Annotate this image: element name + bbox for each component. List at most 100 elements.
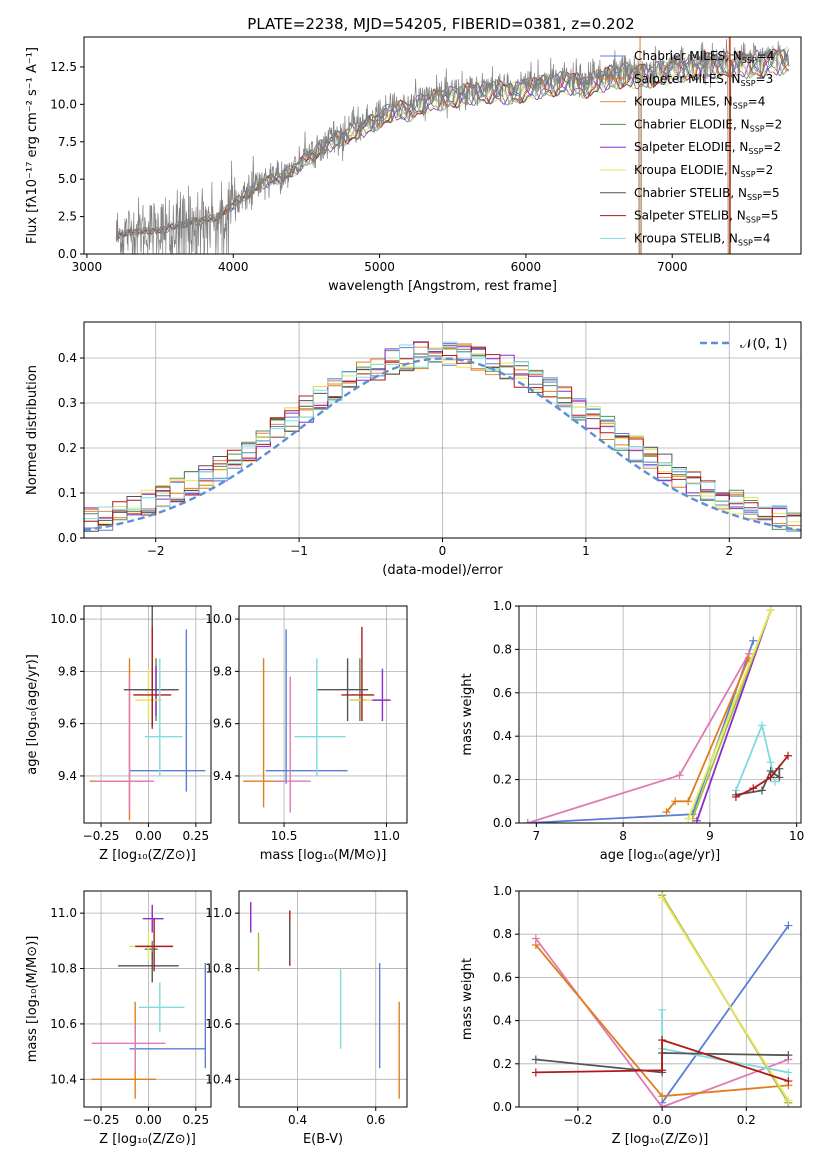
x-axis-label: age [log₁₀(age/yr)] — [600, 848, 721, 863]
weight-series-marker — [749, 636, 758, 645]
y-tick-label: 0.3 — [58, 396, 77, 410]
y-axis-label: Flux [fλ10⁻¹⁷ erg cm⁻² s⁻¹ A⁻¹] — [25, 47, 40, 244]
chart-residuals: −2 −1 0 1 2 0.0 0.1 0.2 0.3 0.4 (data-model)/error… — [25, 321, 802, 578]
weight-series-marker — [775, 773, 784, 782]
x-axis-label: mass [log₁₀(M/M⊙)] — [260, 848, 387, 863]
weight-series-marker — [675, 771, 684, 780]
chart-age_vs_Z: −0.25 0.00 0.25 9.4 9.6 9.8 10.0 Z [log₁₀(Z/Z⊙)… — [25, 605, 212, 863]
legend-label: Chabrier STELIB, NSSP=5 — [634, 186, 780, 202]
x-tick-label: −2 — [147, 544, 165, 558]
weight-series-marker — [658, 1103, 667, 1107]
x-tick-label: 0 — [439, 544, 447, 558]
x-tick-label: 5000 — [364, 260, 395, 274]
y-tick-label: 0.4 — [493, 729, 512, 743]
x-tick-label: −0.25 — [83, 1113, 120, 1127]
x-axis-label: wavelength [Angstrom, rest frame] — [328, 279, 557, 294]
weight-series-marker — [658, 1066, 667, 1075]
x-tick-label: 0.25 — [182, 1113, 209, 1127]
plot-area-age_vs_mass — [243, 626, 391, 813]
weight-series-marker — [531, 1055, 540, 1064]
histogram-step-line — [84, 345, 801, 532]
y-tick-label: 0.0 — [58, 531, 77, 545]
weight-series-line — [661, 925, 790, 1104]
weight-series-line — [735, 755, 789, 798]
y-tick-label: 1.0 — [493, 884, 512, 898]
x-tick-label: −1 — [290, 544, 308, 558]
error-bar-point — [142, 904, 164, 933]
weight-series-line — [687, 609, 772, 820]
x-tick-label: 10 — [789, 829, 804, 843]
x-tick-label: 4000 — [218, 260, 249, 274]
x-tick-label: 9 — [706, 829, 714, 843]
plot-area-spectrum — [115, 37, 790, 254]
y-tick-label: 11.0 — [205, 906, 232, 920]
y-tick-label: 0.6 — [493, 970, 512, 984]
error-bar-point — [144, 940, 158, 961]
y-tick-label: 10.4 — [205, 1072, 232, 1086]
error-bar-point — [118, 951, 179, 983]
legend-label: Salpeter ELODIE, NSSP=2 — [634, 140, 781, 156]
chart-spectrum: 3000 4000 5000 6000 7000 0.0 2.5 5.0 7.5 10.0 12.5… — [25, 36, 802, 294]
error-bar-point — [294, 658, 346, 776]
legend-label: Kroupa ELODIE, NSSP=2 — [634, 163, 773, 179]
y-tick-label: 0.1 — [58, 486, 77, 500]
weight-series-line — [535, 1038, 789, 1082]
legend-label: Chabrier MILES, NSSP=4 — [634, 49, 774, 65]
y-axis-label: Normed distribution — [25, 365, 40, 495]
weight-series-marker — [770, 777, 779, 786]
y-tick-label: 9.4 — [213, 769, 232, 783]
axes-frame — [518, 890, 802, 1108]
x-axis-label: Z [log₁₀(Z/Z⊙)] — [612, 1132, 709, 1147]
plot-area-residuals — [84, 341, 801, 532]
y-tick-label: 10.0 — [205, 612, 232, 626]
x-tick-label: −0.25 — [83, 829, 120, 843]
error-bar-point — [89, 658, 149, 821]
x-tick-label: 0.00 — [135, 829, 162, 843]
error-bar-point — [138, 982, 185, 1033]
y-tick-label: 0.0 — [58, 247, 77, 261]
weight-series-marker — [766, 606, 775, 615]
y-tick-label: 12.5 — [50, 60, 77, 74]
axes-frame — [518, 605, 802, 824]
normal-distribution-curve — [84, 357, 801, 532]
plot-area-mass_vs_EBV — [250, 902, 400, 1099]
x-tick-label: 7000 — [657, 260, 688, 274]
chart-mass_vs_EBV: 0.4 0.6 10.4 10.6 10.8 11.0 E(B-V) — [205, 890, 408, 1147]
legend: Chabrier MILES, NSSP=4 Salpeter MILES, NS… — [600, 49, 782, 247]
y-axis-label: mass weight — [460, 958, 475, 1040]
y-tick-label: 0.2 — [493, 773, 512, 787]
axes-frame — [83, 321, 802, 539]
histogram-step-line — [84, 341, 801, 532]
y-tick-label: 10.4 — [50, 1072, 77, 1086]
weight-series-marker — [658, 893, 667, 902]
error-bar-point — [243, 658, 285, 808]
y-axis-label: mass weight — [460, 673, 475, 755]
y-axis-label: mass [log₁₀(M/M⊙)] — [25, 936, 40, 1063]
chart-weight_vs_age: 7 8 9 10 0.0 0.2 0.4 0.6 0.8 1.0 age [log₁₀(age/yr… — [460, 599, 804, 863]
x-tick-label: 2 — [725, 544, 733, 558]
x-tick-label: 10.5 — [271, 829, 298, 843]
weight-series-line — [661, 1009, 789, 1074]
y-tick-label: 0.8 — [493, 927, 512, 941]
axes-frame — [83, 605, 212, 824]
y-tick-label: 0.2 — [493, 1057, 512, 1071]
y-tick-label: 0.6 — [493, 686, 512, 700]
y-tick-label: 0.8 — [493, 642, 512, 656]
weight-series-marker — [757, 721, 766, 730]
x-axis-label: Z [log₁₀(Z/Z⊙)] — [99, 1132, 196, 1147]
weight-series-marker — [658, 1005, 667, 1014]
chart-age_vs_mass: 10.5 11.0 9.4 9.6 9.8 10.0 mass [log₁₀(M/M⊙)] — [205, 605, 408, 863]
weight-series-marker — [658, 1036, 667, 1045]
y-tick-label: 10.6 — [205, 1017, 232, 1031]
legend-label: Kroupa MILES, NSSP=4 — [634, 95, 765, 111]
x-tick-label: 0.25 — [182, 829, 209, 843]
x-tick-label: 11.0 — [373, 829, 400, 843]
x-axis-label: (data-model)/error — [382, 563, 503, 578]
y-tick-label: 5.0 — [58, 172, 77, 186]
x-tick-label: 7 — [533, 829, 541, 843]
y-tick-label: 11.0 — [50, 906, 77, 920]
error-bar-point — [316, 658, 369, 722]
error-bar-point — [129, 629, 206, 792]
y-tick-label: 10.0 — [50, 97, 77, 111]
